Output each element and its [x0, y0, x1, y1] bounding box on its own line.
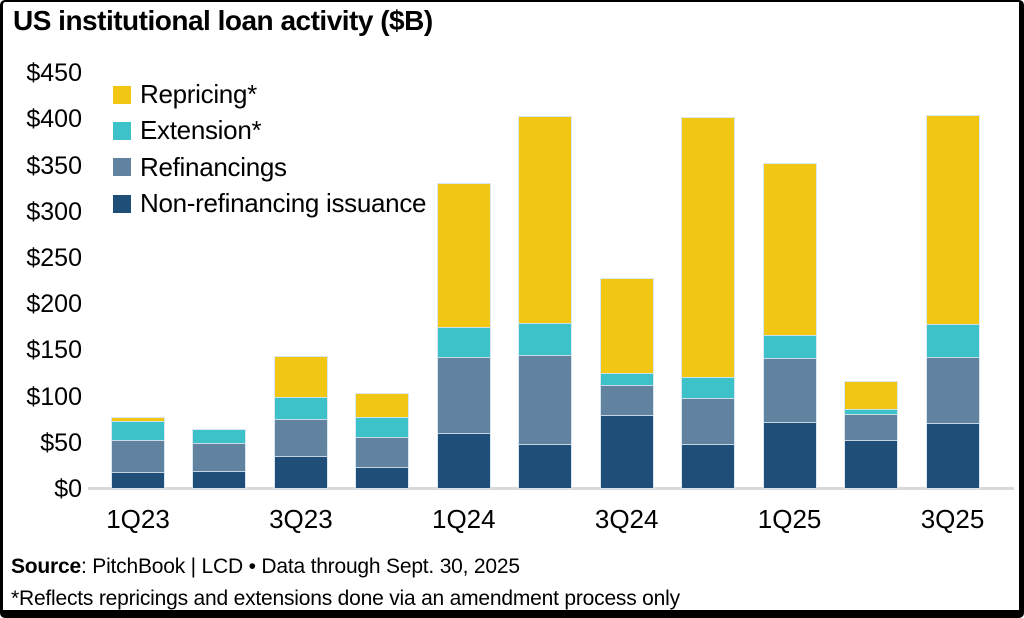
y-tick-label: $350 [26, 151, 82, 180]
bar-segment-refinancings-2q25 [844, 413, 899, 441]
bar-segment-repricing-4q23 [355, 392, 410, 418]
x-tick-label: 1Q25 [757, 504, 822, 534]
bar-segment-extension-3q24 [599, 372, 654, 386]
bar-segment-extension-2q25 [844, 407, 899, 415]
bar-segment-extension-4q23 [355, 415, 410, 439]
y-tick-label: $100 [26, 382, 82, 411]
chart-title: US institutional loan activity ($B) [13, 5, 433, 36]
bar-segment-refinancings-3q23 [273, 417, 328, 457]
bar-segment-extension-1q24 [436, 326, 491, 358]
bar-segment-non_refinancing-2q24 [518, 442, 573, 489]
x-tick-label: 3Q23 [269, 504, 333, 534]
bar-segment-refinancings-3q25 [925, 355, 980, 425]
source-label: Source [11, 555, 81, 578]
bar-segment-refinancings-1q23 [111, 438, 165, 474]
bar-segment-extension-1q23 [111, 420, 165, 441]
x-tick-label: 1Q23 [106, 504, 170, 534]
legend-item-extension: Extension* [113, 115, 426, 146]
bar-segment-repricing-3q25 [925, 114, 980, 326]
bar-segment-non_refinancing-1q23 [111, 471, 165, 489]
bar-segment-non_refinancing-3q25 [925, 422, 980, 489]
y-tick-label: $450 [26, 59, 82, 88]
legend-swatch-icon [113, 85, 131, 104]
bar-segment-extension-3q23 [273, 396, 328, 420]
bar-segment-refinancings-1q24 [436, 355, 491, 434]
legend-swatch-icon [113, 121, 131, 140]
legend-label: Repricing* [140, 79, 257, 109]
bar-segment-non_refinancing-2q25 [844, 438, 899, 489]
bar-segment-extension-3q25 [925, 323, 980, 358]
legend-label: Extension* [140, 115, 262, 146]
legend-item-non_refinancing: Non-refinancing issuance [113, 187, 427, 218]
plot-area: $0 $50 $100 $150 $200 $250 $300 $350 $400 $450 1Q… [3, 2, 1019, 610]
y-tick-label: $50 [40, 428, 82, 457]
y-tick-label: $300 [26, 197, 82, 226]
bar-segment-non_refinancing-4q23 [355, 465, 410, 489]
bar-segment-extension-4q24 [681, 376, 736, 400]
bar-segment-repricing-1q23 [111, 416, 165, 423]
bar-segment-extension-1q25 [762, 333, 817, 359]
bar-segment-non_refinancing-4q24 [681, 442, 736, 489]
bar-segment-non_refinancing-2q23 [192, 470, 247, 489]
bar-segment-non_refinancing-1q24 [436, 431, 491, 489]
bar-segment-extension-2q24 [518, 321, 573, 356]
bar-segment-repricing-3q24 [599, 278, 654, 375]
bar-segment-refinancings-1q25 [762, 356, 817, 424]
bar-segment-repricing-2q24 [518, 115, 573, 324]
bar-segment-refinancings-4q23 [355, 436, 410, 468]
bar-segment-non_refinancing-3q24 [599, 414, 654, 489]
source-text: : PitchBook | LCD • Data through Sept. 3… [81, 555, 520, 578]
source-line: Source: PitchBook | LCD • Data through S… [11, 555, 680, 579]
x-tick-label: 3Q24 [594, 504, 659, 534]
y-tick-label: $150 [26, 336, 82, 365]
y-tick-label: $400 [26, 105, 82, 134]
legend: Repricing* Extension* Refinancings Non-refi… [113, 79, 427, 218]
bar-segment-repricing-4q24 [681, 117, 736, 379]
y-tick-label: $200 [26, 290, 82, 319]
bar-segment-non_refinancing-3q23 [273, 454, 328, 489]
x-tick-label: 3Q25 [920, 504, 985, 534]
x-axis-line [88, 487, 1014, 490]
bar-segment-extension-2q23 [192, 428, 247, 444]
bar-segment-refinancings-3q24 [599, 383, 654, 417]
x-tick-label: 1Q24 [431, 504, 496, 534]
bar-segment-refinancings-4q24 [681, 397, 736, 445]
y-tick-label: $0 [54, 475, 82, 503]
legend-label: Non-refinancing issuance [140, 187, 427, 218]
legend-swatch-icon [113, 194, 131, 213]
bar-segment-refinancings-2q24 [518, 353, 573, 445]
bar-segment-repricing-3q23 [273, 355, 328, 399]
y-tick-label: $250 [26, 244, 82, 272]
footnote: *Reflects repricings and extensions done… [11, 587, 680, 610]
bar-segment-repricing-1q25 [762, 162, 817, 336]
legend-swatch-icon [113, 158, 131, 177]
legend-item-refinancings: Refinancings [113, 151, 426, 182]
legend-label: Refinancings [140, 151, 287, 182]
bar-segment-non_refinancing-1q25 [762, 421, 817, 489]
bar-segment-repricing-1q24 [436, 182, 491, 329]
bar-segment-refinancings-2q23 [192, 441, 247, 473]
legend-item-repricing: Repricing* [113, 79, 426, 109]
bar-segment-repricing-2q25 [844, 380, 899, 410]
footer: Source: PitchBook | LCD • Data through S… [11, 555, 680, 610]
